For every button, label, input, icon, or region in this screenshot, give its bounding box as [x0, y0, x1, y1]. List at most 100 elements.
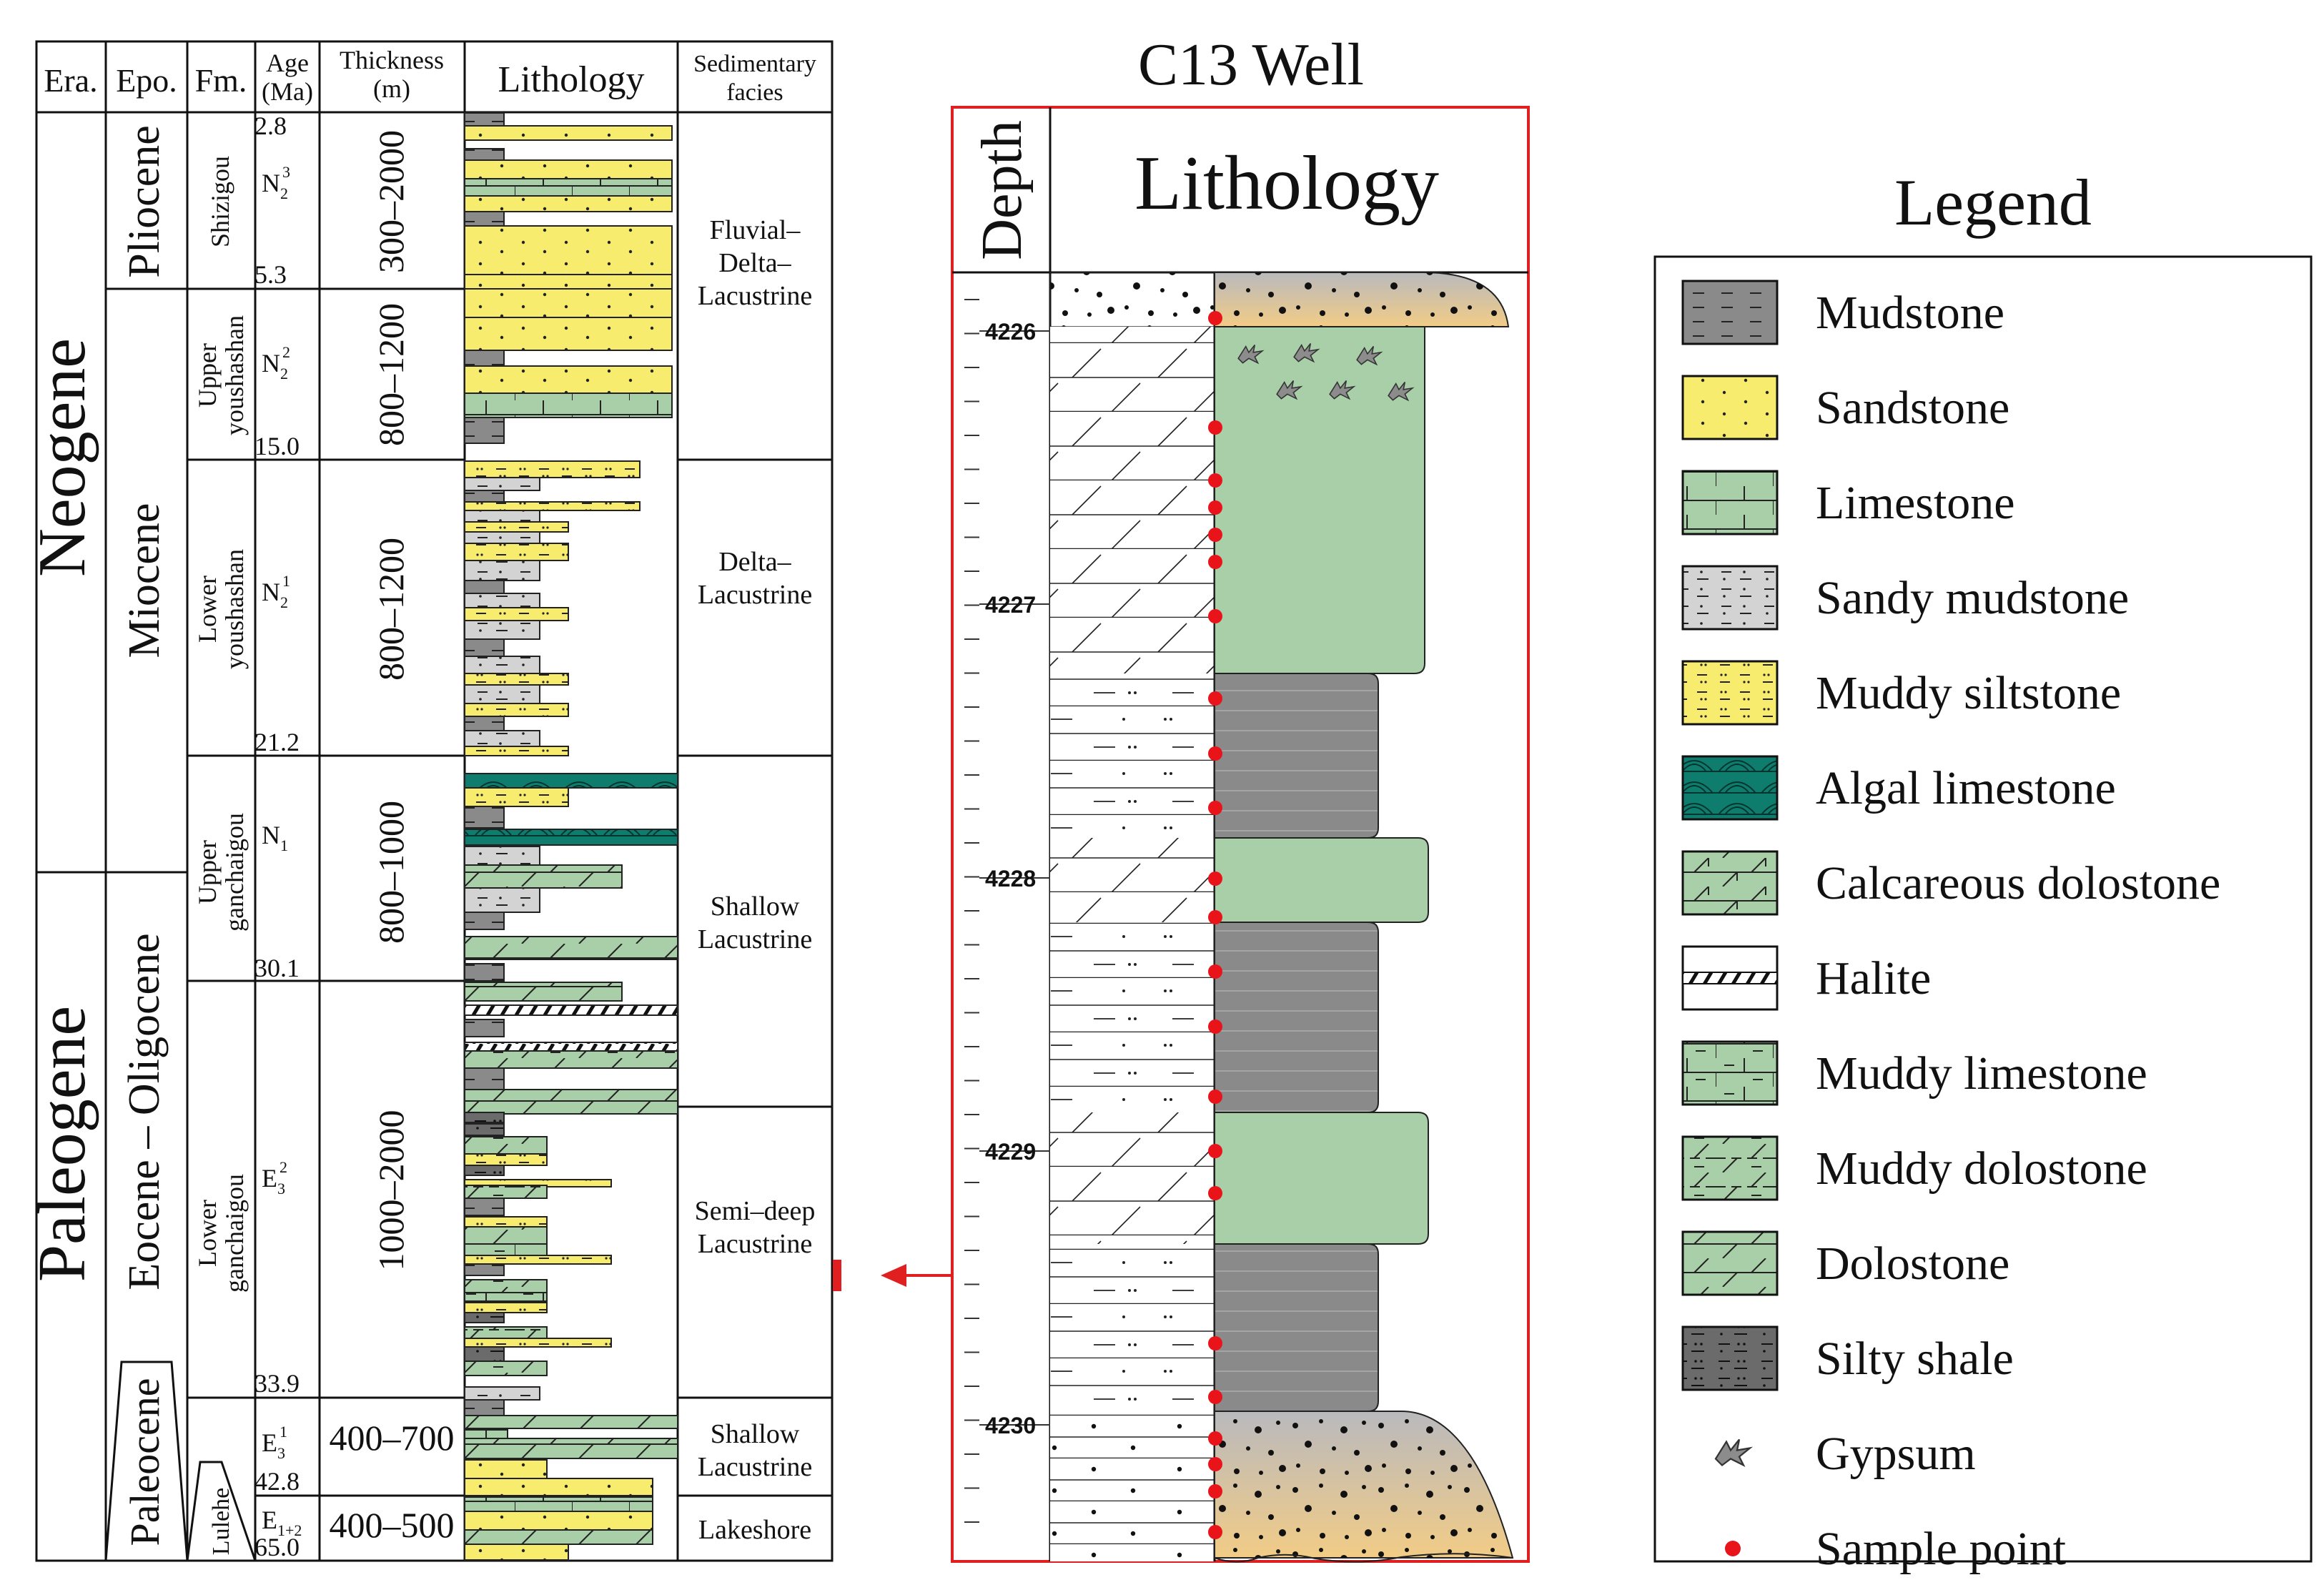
log-dolostone-1	[1050, 327, 1215, 673]
legend-item: Muddy siltstone	[1681, 660, 2121, 726]
legend-item: Mudstone	[1681, 280, 2004, 345]
depth-label: 4226	[985, 319, 1036, 345]
lithology-bar	[464, 846, 540, 867]
lithology-bar	[464, 1312, 505, 1323]
formation-code: E32	[262, 1158, 287, 1198]
profile-dolostone-1	[1214, 326, 1425, 674]
lithology-bar	[464, 490, 505, 503]
legend-item: Gypsum	[1714, 1428, 1976, 1480]
formation-upper-youshashan: Upper youshashan	[193, 315, 249, 435]
lithology-bar	[464, 501, 641, 511]
thickness-label: 1000–2000	[371, 1110, 411, 1271]
halite-band-icon	[1682, 972, 1778, 984]
lithology-bar	[464, 392, 673, 418]
lithology-bar	[464, 543, 569, 561]
lithology-bar	[464, 773, 678, 789]
lithology-bar	[464, 1153, 548, 1166]
thickness-label: 800–1200	[371, 303, 411, 446]
header-epoch: Epo.	[116, 62, 177, 99]
lithology-bar	[464, 1198, 505, 1216]
formation-shizigou: Shizigou	[206, 156, 234, 247]
lithology-bar	[464, 1243, 548, 1256]
legend-label: Sample point	[1816, 1523, 2066, 1575]
lithology-bar	[464, 365, 673, 394]
log-dolostone-2	[1050, 838, 1215, 922]
age-label: 5.3	[254, 260, 287, 289]
lithology-bar	[464, 1089, 678, 1115]
legend-item: Algal limestone	[1681, 755, 2116, 821]
facies-values: Fluvial– Delta– Lacustrine Delta– Lacustrine…	[695, 215, 816, 1545]
epoch-pliocene: Pliocene	[120, 125, 169, 278]
sample-point	[1208, 1019, 1222, 1034]
era-neogene: Neogene	[25, 338, 99, 577]
legend-label: Muddy dolostone	[1816, 1142, 2147, 1195]
sample-point	[1208, 420, 1222, 435]
sample-point	[1208, 555, 1222, 569]
legend-title: Legend	[1894, 166, 2092, 239]
lithology-bar	[464, 477, 540, 491]
legend-label: Sandy mudstone	[1816, 572, 2129, 624]
lithology-bar	[464, 1511, 653, 1531]
legend-item: Muddy limestone	[1681, 1040, 2147, 1106]
legend-item: Silty shale	[1681, 1325, 2014, 1391]
lithology-bar	[464, 607, 569, 621]
lithology-bar	[464, 225, 673, 275]
lithology-bar	[464, 460, 641, 478]
muddy-siltstone-pattern-swatch-icon	[1681, 660, 1779, 726]
lithology-header: Lithology	[1134, 141, 1439, 226]
sample-point	[1208, 1390, 1222, 1404]
formation-lulehe: Lulehe	[208, 1488, 234, 1555]
lithology-bars	[464, 112, 678, 1561]
formation-code: E1+2	[262, 1506, 302, 1539]
sample-point	[1208, 746, 1222, 761]
era-paleogene: Paleogene	[25, 1006, 99, 1282]
header-formation: Fm.	[195, 62, 247, 99]
legend-item: Limestone	[1681, 470, 2015, 535]
lithology-bar	[464, 317, 673, 351]
legend-label: Muddy siltstone	[1816, 667, 2121, 719]
log-gravel-top	[1050, 272, 1215, 327]
lithology-bar	[464, 593, 540, 608]
lithology-bar	[464, 1042, 678, 1052]
lithology-bar	[464, 531, 540, 544]
age-label: 30.1	[254, 954, 300, 982]
lithology-bar	[464, 1226, 548, 1245]
sample-point	[1208, 691, 1222, 706]
lithology-bar	[464, 195, 673, 212]
svg-text:ganchaigou: ganchaigou	[220, 813, 249, 932]
log-silt-1	[1050, 673, 1215, 838]
calcareous-dolostone-pattern-swatch-icon	[1681, 850, 1779, 916]
formation-code: N21	[262, 572, 290, 611]
lithology-bar	[464, 684, 540, 704]
lithology-bar	[464, 112, 505, 127]
sample-point	[1208, 500, 1222, 515]
sample-point	[1208, 871, 1222, 886]
lithology-bar	[464, 1386, 540, 1401]
lithology-bar	[464, 703, 569, 717]
legend-item: Sandstone	[1681, 375, 2009, 440]
header-age: Age (Ma)	[262, 49, 313, 106]
lithology-bar	[464, 1050, 678, 1069]
legend-label: Gypsum	[1816, 1428, 1976, 1480]
depth-label: 4228	[985, 866, 1036, 892]
formation-lower-youshashan: Lower youshashan	[193, 549, 249, 669]
epoch-miocene: Miocene	[120, 503, 169, 658]
legend-label: Calcareous dolostone	[1816, 857, 2220, 909]
lithology-bar	[464, 787, 569, 807]
well-title: C13 Well	[1138, 31, 1364, 98]
age-label: 33.9	[254, 1369, 300, 1398]
age-label: 2.8	[254, 112, 287, 140]
legend-label: Silty shale	[1816, 1333, 2014, 1385]
sample-point	[1208, 1090, 1222, 1104]
thickness-label: 800–1200	[371, 538, 411, 681]
lithology-bar	[464, 1019, 505, 1037]
sandstone-pattern-swatch-icon	[1681, 375, 1779, 440]
lithology-bar	[464, 1302, 548, 1313]
age-label: 21.2	[254, 728, 300, 756]
facies-label: Shallow Lacustrine	[698, 1419, 812, 1482]
lithology-bar	[464, 1478, 653, 1496]
lithology-bar	[464, 1279, 548, 1293]
formation-upper-ganchaigou: Upper ganchaigou	[193, 813, 249, 932]
lithology-bar	[464, 1415, 678, 1429]
